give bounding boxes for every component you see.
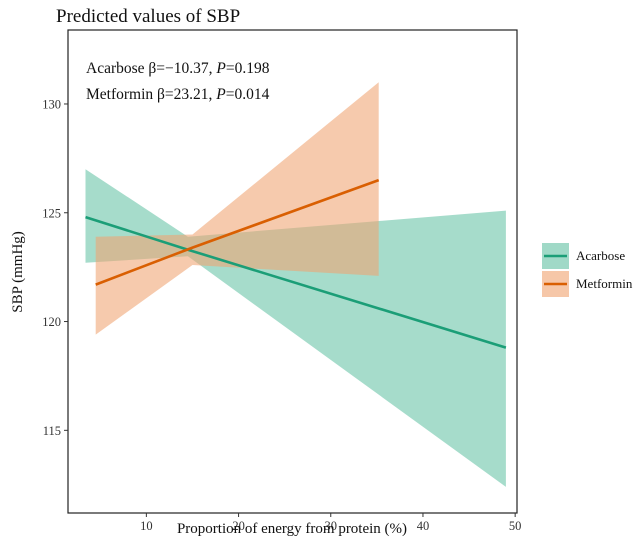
confidence-bands [85,82,506,487]
ci-band-metformin [95,82,379,335]
x-tick-label: 50 [509,519,522,533]
y-tick-label: 125 [42,206,61,220]
plot-frame [67,29,518,514]
x-tick-label: 40 [417,519,430,533]
annotation-acarbose: Acarbose β=−10.37, P=0.198 [86,60,270,77]
annotations: Acarbose β=−10.37, P=0.198 Metformin β=23… [86,60,270,103]
chart-title: Predicted values of SBP [56,6,240,27]
line-metformin [95,178,380,286]
y-axis-label: SBP (mmHg) [10,231,26,313]
y-tick-label: 120 [42,315,61,329]
annotation-metformin: Metformin β=23.21, P=0.014 [86,86,270,103]
x-tick-label: 30 [325,519,338,533]
x-tick-label: 10 [140,519,153,533]
x-axis: 10 20 30 40 50 [140,513,521,533]
y-tick-label: 130 [42,97,61,111]
x-axis-label: Proportion of energy from protein (%) [177,521,407,537]
y-tick-label: 115 [43,424,61,438]
legend-label-acarbose: Acarbose [576,248,625,263]
y-axis: 115 120 125 130 [42,97,68,438]
legend-label-metformin: Metformin [576,276,633,291]
x-tick-label: 20 [232,519,245,533]
legend: Acarbose Metformin [542,243,633,297]
series-lines [85,178,507,349]
